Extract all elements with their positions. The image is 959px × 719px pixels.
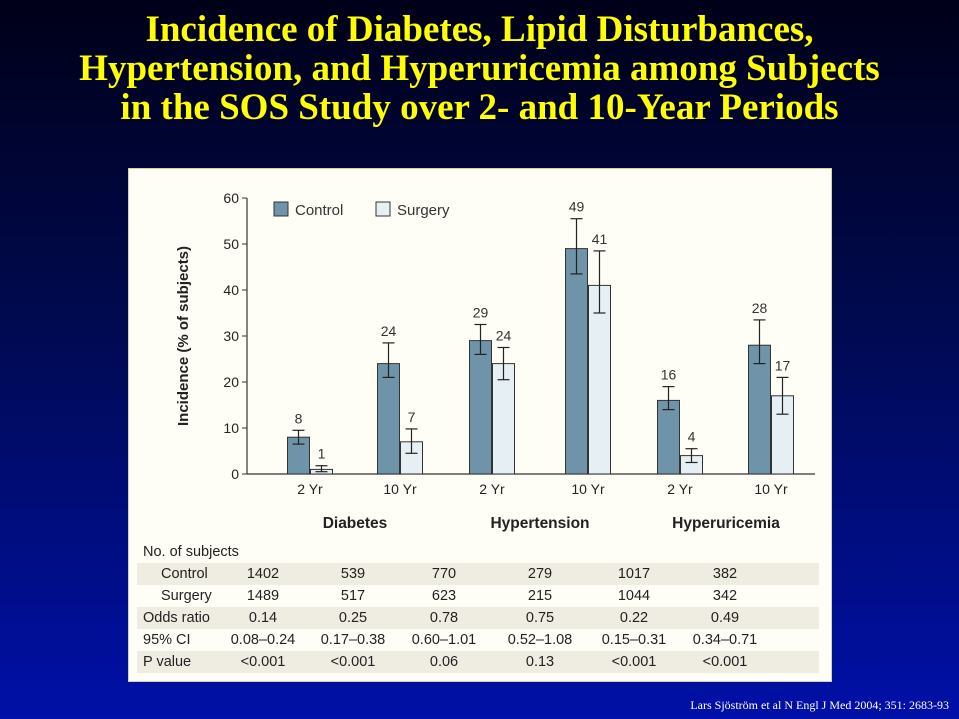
table-header-row: No. of subjects bbox=[137, 541, 819, 563]
table-row: Control 1402 539 770 279 1017 382 bbox=[137, 563, 819, 585]
control-bar bbox=[657, 399, 680, 475]
surgery-data-label: 17 bbox=[775, 357, 791, 373]
table-cell: 382 bbox=[712, 566, 738, 582]
y-tick-label: 60 bbox=[223, 190, 239, 206]
table-cell: 1017 bbox=[617, 566, 651, 582]
control-data-label: 28 bbox=[752, 300, 768, 316]
chart-panel: 0 10 20 30 40 50 60 Incidence (% of subjects) Co… bbox=[128, 168, 832, 682]
group-label: Hypertension bbox=[490, 515, 589, 532]
y-tick-label: 20 bbox=[223, 374, 239, 390]
table-row: Odds ratio 0.14 0.25 0.78 0.75 0.22 0.49 bbox=[137, 607, 819, 629]
control-bar bbox=[748, 344, 771, 475]
control-data-label: 16 bbox=[661, 367, 677, 383]
surgery-data-label: 24 bbox=[496, 328, 512, 344]
table-cell: 1402 bbox=[246, 566, 280, 582]
row-label: P value bbox=[143, 654, 192, 670]
table-cell: 0.60–1.01 bbox=[411, 632, 477, 648]
row-label: Odds ratio bbox=[143, 610, 210, 626]
title-line-1: Incidence of Diabetes, Lipid Disturbance… bbox=[145, 9, 814, 50]
control-data-label: 8 bbox=[295, 410, 303, 426]
x-tick-label: 2 Yr bbox=[297, 481, 323, 497]
table-cell: 279 bbox=[527, 566, 553, 582]
legend-label-control: Control bbox=[295, 202, 343, 219]
table-row: P value <0.001 <0.001 0.06 0.13 <0.001 <0.001 bbox=[137, 651, 819, 673]
table-cell: <0.001 bbox=[240, 654, 286, 670]
table-cell: 0.52–1.08 bbox=[507, 632, 573, 648]
table-cell: 0.06 bbox=[429, 654, 459, 670]
x-tick-label: 2 Yr bbox=[667, 481, 693, 497]
table-body: Control 1402 539 770 279 1017 382 Surgery 1489 51… bbox=[137, 563, 819, 673]
slide-title: Incidence of Diabetes, Lipid Disturbance… bbox=[0, 10, 959, 127]
bar-chart: 0 10 20 30 40 50 60 Incidence (% of subjects) Co… bbox=[175, 190, 815, 532]
table-cell: 0.34–0.71 bbox=[692, 632, 758, 648]
table-cell: 0.08–0.24 bbox=[230, 632, 296, 648]
group-label: Hyperuricemia bbox=[672, 515, 780, 532]
surgery-data-label: 7 bbox=[408, 409, 416, 425]
table-cell: <0.001 bbox=[611, 654, 657, 670]
y-tick-label: 30 bbox=[223, 328, 239, 344]
table-cell: 1044 bbox=[617, 588, 651, 604]
table-cell: 0.49 bbox=[710, 610, 740, 626]
y-tick-label: 50 bbox=[223, 236, 239, 252]
control-data-label: 49 bbox=[569, 199, 585, 215]
table-cell: 539 bbox=[340, 566, 366, 582]
control-bar bbox=[377, 363, 400, 475]
legend-swatch-control bbox=[273, 201, 289, 217]
x-tick-label: 10 Yr bbox=[383, 481, 417, 497]
table-cell: 0.22 bbox=[619, 610, 649, 626]
table-row: Surgery 1489 517 623 215 1044 342 bbox=[137, 585, 819, 607]
table-cell: 0.14 bbox=[248, 610, 278, 626]
control-data-label: 29 bbox=[473, 305, 489, 321]
table-row: 95% CI 0.08–0.24 0.17–0.38 0.60–1.01 0.52–1.… bbox=[137, 629, 819, 651]
x-tick-label: 2 Yr bbox=[479, 481, 505, 497]
title-line-3: in the SOS Study over 2- and 10-Year Per… bbox=[120, 87, 839, 128]
table-cell: 0.13 bbox=[525, 654, 555, 670]
legend-swatch-surgery bbox=[375, 201, 391, 217]
row-label: 95% CI bbox=[143, 632, 191, 648]
table-cell: 0.75 bbox=[525, 610, 555, 626]
surgery-data-label: 1 bbox=[318, 446, 326, 462]
row-label: Control bbox=[161, 566, 208, 582]
table-cell: 623 bbox=[431, 588, 457, 604]
group-label: Diabetes bbox=[323, 515, 388, 532]
table-cell: 342 bbox=[712, 588, 738, 604]
row-label: Surgery bbox=[161, 588, 212, 604]
control-data-label: 24 bbox=[381, 323, 397, 339]
surgery-bar bbox=[588, 284, 611, 475]
table-cell: 770 bbox=[431, 566, 457, 582]
x-tick-label: 10 Yr bbox=[571, 481, 605, 497]
y-tick-label: 40 bbox=[223, 282, 239, 298]
y-tick-label: 10 bbox=[223, 420, 239, 436]
title-line-2: Hypertension, and Hyperuricemia among Su… bbox=[79, 48, 880, 89]
table-cell: <0.001 bbox=[702, 654, 748, 670]
table-cell: 0.15–0.31 bbox=[601, 632, 667, 648]
y-axis-label: Incidence (% of subjects) bbox=[175, 246, 192, 426]
subjects-table: No. of subjects Control 1402 539 770 279 1017… bbox=[137, 541, 819, 673]
table-cell: 215 bbox=[527, 588, 553, 604]
control-bar bbox=[469, 340, 492, 475]
table-cell: 1489 bbox=[246, 588, 280, 604]
surgery-data-label: 4 bbox=[688, 429, 696, 445]
surgery-data-label: 41 bbox=[592, 231, 608, 247]
legend-label-surgery: Surgery bbox=[397, 202, 450, 219]
citation: Lars Sjöström et al N Engl J Med 2004; 3… bbox=[690, 698, 949, 712]
y-tick-label: 0 bbox=[231, 466, 239, 482]
table-cell: 0.17–0.38 bbox=[320, 632, 386, 648]
table-cell: 517 bbox=[340, 588, 366, 604]
table-cell: 0.25 bbox=[338, 610, 368, 626]
control-bar bbox=[565, 248, 588, 475]
x-tick-label: 10 Yr bbox=[754, 481, 788, 497]
table-cell: 0.78 bbox=[429, 610, 459, 626]
table-cell: <0.001 bbox=[330, 654, 376, 670]
table-header: No. of subjects bbox=[143, 544, 239, 560]
